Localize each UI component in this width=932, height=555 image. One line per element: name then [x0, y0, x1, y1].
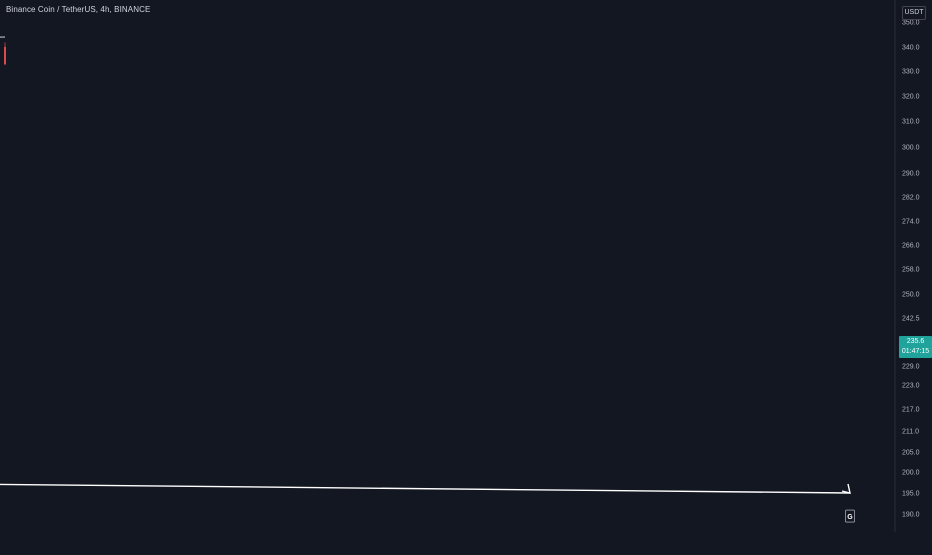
current-price-tag: 235.6 01:47:15	[899, 336, 932, 358]
price-tick-label: 250.0	[902, 292, 920, 299]
price-tick-label: 300.0	[902, 145, 920, 152]
projection-line[interactable]	[0, 291, 851, 494]
price-tick-label: 330.0	[902, 69, 920, 76]
price-tick-label: 274.0	[902, 219, 920, 226]
price-tick-label: 340.0	[902, 45, 920, 52]
price-tick-label: 282.0	[902, 195, 920, 202]
price-tick-label: 290.0	[902, 171, 920, 178]
price-tick-label: 266.0	[902, 243, 920, 250]
price-tick-label: 217.0	[902, 407, 920, 414]
price-tick-label: 258.0	[902, 267, 920, 274]
candles	[4, 42, 6, 66]
price-tick-label: 205.0	[902, 450, 920, 457]
projection-arrowhead	[841, 483, 851, 494]
price-tick-label: 310.0	[902, 119, 920, 126]
price-tick-label: 242.5	[902, 316, 920, 323]
price-tick-label: 190.0	[902, 512, 920, 519]
price-tick-label: 320.0	[902, 94, 920, 101]
current-price-label: 235.6	[906, 338, 925, 345]
currency-badge[interactable]: USDT	[902, 6, 926, 20]
candle-body	[4, 47, 6, 65]
triangle-upper-trendline[interactable]	[0, 36, 6, 101]
price-tick-label: 211.0	[902, 429, 919, 436]
countdown-label: 01:47:15	[901, 348, 930, 355]
symbol-title[interactable]: Binance Coin / TetherUS, 4h, BINANCE	[6, 5, 151, 14]
price-tick-label: 229.0	[902, 364, 920, 371]
price-tick-label: 223.0	[902, 383, 920, 390]
price-tick-label: 350.0	[902, 20, 920, 27]
price-tick-label: 200.0	[902, 470, 920, 477]
price-tick-label: 195.0	[902, 491, 920, 498]
wave-label-box[interactable]	[845, 509, 855, 523]
price-scale[interactable]	[895, 0, 932, 550]
wave-label-g: G	[847, 514, 853, 521]
